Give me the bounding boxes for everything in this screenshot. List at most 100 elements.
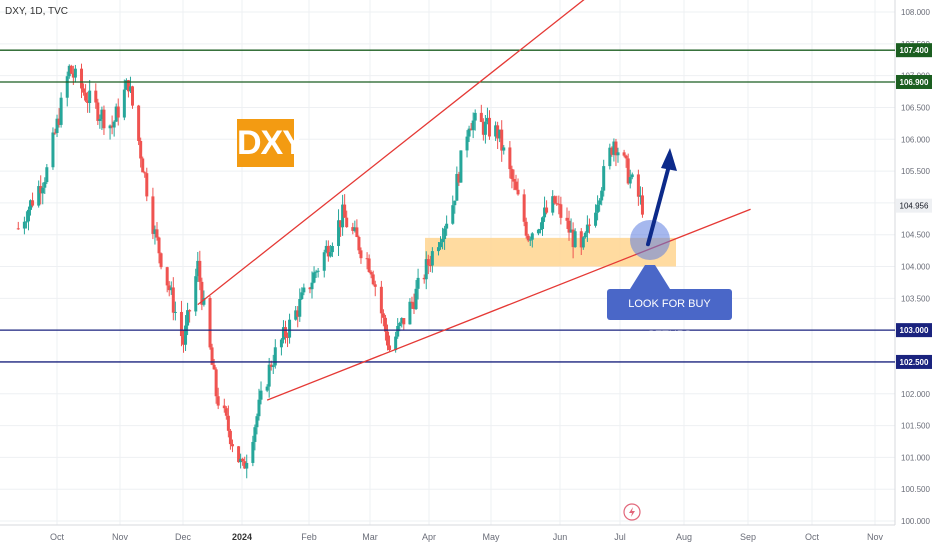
time-tick-label: Oct (50, 532, 65, 542)
candle-body (381, 313, 385, 318)
candle-body (169, 287, 173, 291)
candle-body (194, 276, 198, 312)
candle-body (459, 150, 463, 183)
projection-arrow[interactable] (646, 147, 677, 247)
candle-body (528, 239, 532, 241)
candle-body (255, 416, 259, 428)
candle-body (208, 297, 212, 348)
candle-body (84, 92, 88, 101)
candle-body (116, 106, 120, 118)
trendlines[interactable] (197, 0, 751, 401)
candle-body (473, 112, 477, 121)
candle-body (98, 118, 102, 121)
level-price-tag-text: 102.500 (900, 358, 929, 367)
candle-body (367, 258, 371, 273)
candle-body (559, 204, 563, 218)
candle-body (640, 195, 644, 215)
candle-body (612, 141, 616, 155)
candle-body (310, 282, 314, 290)
candle-body (416, 277, 420, 289)
price-tick-label: 106.500 (901, 103, 930, 112)
candle-body (545, 207, 549, 213)
candle-body (541, 217, 545, 230)
candle-body (26, 209, 30, 222)
candle-body (424, 259, 428, 280)
horizontal-levels[interactable] (0, 49, 895, 363)
candle-body (636, 174, 640, 197)
candle-body (200, 281, 204, 305)
candle-body (94, 90, 98, 103)
last-price-tag-text: 104.956 (900, 202, 929, 211)
candle-body (29, 200, 33, 210)
candle-body (159, 253, 163, 268)
candle-body (400, 318, 404, 323)
candle-body (312, 272, 316, 283)
candle-body (59, 97, 63, 125)
candle-body (337, 220, 341, 246)
candle-body (443, 228, 447, 240)
candle-body (228, 430, 232, 445)
candle-body (369, 272, 373, 275)
candle-body (398, 322, 402, 327)
candle-body (469, 128, 473, 131)
candle-body (614, 141, 618, 156)
candle-body (239, 458, 243, 463)
candle-body (571, 229, 575, 248)
candle-body (536, 229, 540, 234)
trendline-lower-channel[interactable] (266, 208, 751, 401)
candle-body (514, 181, 518, 190)
candle-body (80, 68, 84, 89)
candle-body (82, 88, 86, 93)
time-axis-labels: Oct Nov Dec 2024 Feb Mar Apr May Jun Jul Aug Sep Oct… (50, 532, 884, 542)
candle-body (143, 172, 147, 174)
time-tick-label: Nov (867, 532, 884, 542)
candle-body (296, 310, 300, 317)
candle-body (555, 203, 559, 205)
candle-body (198, 260, 202, 282)
candle-body (551, 196, 555, 213)
candle-body (357, 237, 361, 251)
trendline-upper-channel[interactable] (197, 0, 673, 306)
candle-body (402, 318, 406, 325)
candle-body (202, 297, 206, 305)
candle-body (69, 65, 73, 74)
candle-body (122, 89, 126, 118)
candle-body (267, 364, 271, 387)
candle-body (626, 158, 630, 184)
candle-body (326, 245, 330, 257)
candle-body (510, 169, 514, 180)
price-axis-tags: 107.400 106.900 103.000 102.500 104.956 (896, 43, 932, 369)
price-tick-label: 106.000 (901, 135, 930, 144)
candle-body (385, 331, 389, 346)
candle-body (322, 252, 326, 271)
candle-body (516, 189, 520, 195)
candle-body (31, 200, 35, 206)
buy-setup-callout[interactable]: LOOK FOR BUY SETUPS (607, 289, 732, 341)
candle-body (224, 408, 228, 416)
candle-body (283, 327, 287, 337)
lightning-icon[interactable] (623, 503, 641, 521)
candle-body (624, 155, 628, 159)
time-tick-label: 2024 (232, 532, 252, 542)
candle-body (43, 182, 47, 188)
level-price-tag (896, 74, 932, 89)
candle-body (243, 461, 247, 469)
candle-body (184, 325, 188, 345)
candle-body (483, 121, 487, 135)
horizontal-gridlines (0, 11, 895, 522)
candle-body (341, 204, 345, 228)
candle-body (273, 347, 277, 366)
price-tick-label: 104.000 (901, 263, 930, 272)
candle-body (638, 195, 642, 197)
price-tick-label: 100.000 (901, 517, 930, 526)
candle-body (479, 112, 483, 122)
candle-body (141, 158, 145, 173)
candle-body (279, 339, 283, 348)
candle-body (512, 179, 516, 182)
candle-body (567, 220, 571, 233)
candle-body (324, 245, 328, 253)
candle-body (173, 311, 177, 313)
candle-body (186, 310, 190, 326)
candle-body (345, 217, 349, 228)
